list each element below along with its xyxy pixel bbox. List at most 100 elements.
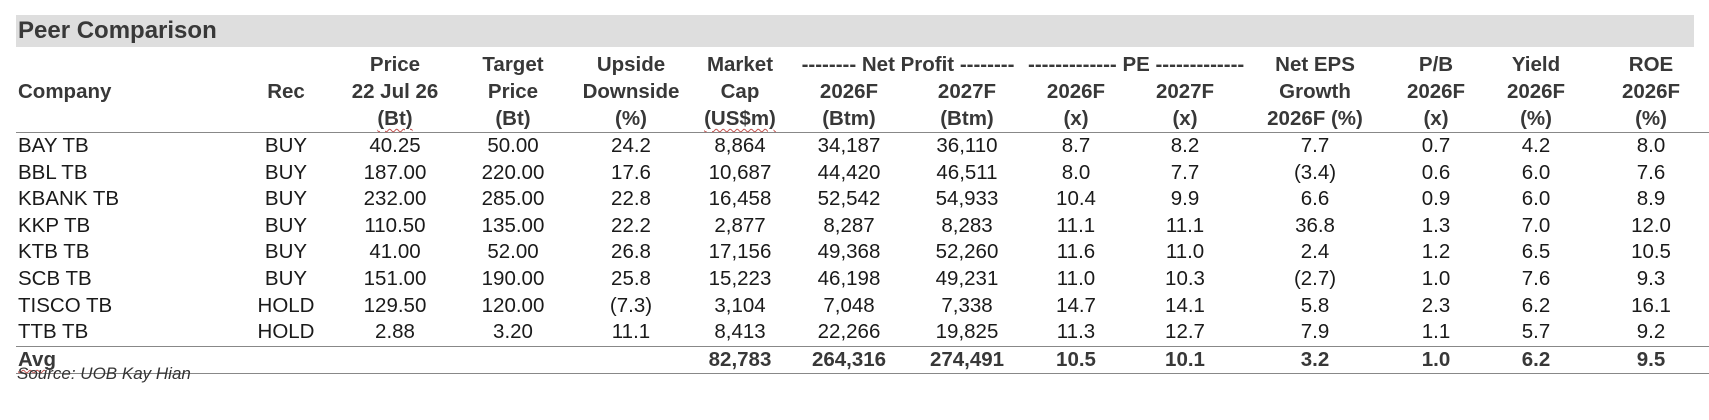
pb-cell: 1.3	[1421, 213, 1451, 237]
pe-2027-cell: 10.3	[1165, 266, 1205, 290]
header-cell	[16, 105, 236, 133]
pe-2026-cell: 11.6	[1056, 240, 1096, 264]
header-cell	[16, 51, 236, 78]
price-cell: 151.00	[363, 266, 427, 290]
price-cell: 110.50	[364, 213, 426, 237]
header-group-net-profit: -------- Net Profit --------	[801, 53, 1015, 76]
yield-cell: 6.0	[1521, 187, 1551, 211]
roe-cell: 8.0	[1636, 134, 1666, 157]
target-price-cell: 135.00	[481, 213, 545, 237]
pb-cell: 0.6	[1421, 160, 1451, 184]
table-row: SCB TB BUY 151.00 190.00 25.8 15,223 46,…	[16, 266, 1709, 293]
header-yield-3: (%)	[1486, 105, 1587, 133]
net-profit-2026-cell: 49,368	[817, 240, 881, 264]
net-profit-2027-cell: 52,260	[935, 240, 999, 264]
header-mcap-2: Cap	[720, 80, 760, 103]
avg-empty-cell	[336, 345, 454, 375]
eps-growth-cell: 2.4	[1300, 240, 1330, 264]
market-cap-cell: 17,156	[708, 240, 772, 264]
header-mcap-3: (US$m)	[690, 105, 790, 133]
net-profit-2027-cell: 19,825	[935, 320, 999, 344]
eps-growth-cell: (3.4)	[1293, 160, 1337, 184]
net-profit-2026-cell: 22,266	[817, 320, 881, 344]
roe-cell: 10.5	[1631, 240, 1671, 264]
roe-cell: 16.1	[1631, 293, 1671, 317]
company-cell: TISCO TB	[18, 293, 113, 317]
roe-cell: 12.0	[1631, 213, 1671, 237]
net-profit-2027-cell: 49,231	[935, 266, 999, 290]
target-price-cell: 220.00	[481, 160, 545, 184]
net-profit-2026-cell: 46,198	[817, 266, 881, 290]
pe-2026-cell: 11.3	[1056, 320, 1096, 344]
upside-cell: 22.2	[611, 213, 651, 237]
rec-cell: HOLD	[257, 293, 315, 317]
pe-2026-cell: 8.0	[1061, 160, 1091, 184]
header-np2027-2: (Btm)	[908, 105, 1026, 133]
company-cell: SCB TB	[18, 266, 92, 290]
header-np2026-1: 2026F	[819, 80, 879, 103]
avg-pe-2027-cell: 10.1	[1126, 345, 1245, 375]
market-cap-cell: 2,877	[714, 213, 766, 237]
upside-cell: 25.8	[611, 266, 651, 290]
pb-cell: 0.9	[1421, 187, 1451, 211]
target-price-cell: 120.00	[481, 293, 545, 317]
avg-net-profit-2026-cell: 264,316	[790, 345, 908, 375]
company-cell: BBL TB	[18, 160, 88, 184]
yield-cell: 6.2	[1521, 293, 1551, 317]
avg-empty-cell	[454, 345, 572, 375]
page-title: Peer Comparison	[18, 17, 217, 44]
pb-cell: 0.7	[1421, 134, 1451, 157]
avg-pe-2026-cell: 10.5	[1026, 345, 1126, 375]
pe-2026-cell: 14.7	[1056, 293, 1096, 317]
header-price-1: Price	[369, 53, 421, 76]
company-cell: TTB TB	[18, 320, 89, 344]
roe-cell: 8.9	[1636, 187, 1666, 211]
upside-cell: 22.8	[611, 187, 651, 211]
avg-net-profit-2027-cell: 274,491	[908, 345, 1026, 375]
table-row: BAY TB BUY 40.25 50.00 24.2 8,864 34,187…	[16, 133, 1709, 160]
pe-2027-cell: 11.1	[1165, 213, 1205, 237]
average-row: Avg 82,783 264,316 274,491 10.5 10.1 3.2…	[16, 345, 1709, 375]
table-body: BAY TB BUY 40.25 50.00 24.2 8,864 34,187…	[16, 133, 1709, 375]
header-np2026-2: (Btm)	[790, 105, 908, 133]
header-upside-1: Upside	[596, 53, 666, 76]
header-row-3: (Bt) (Bt) (%) (US$m) (Btm) (Btm) (x) (x)…	[16, 105, 1709, 133]
rec-cell: BUY	[264, 160, 308, 184]
table-row: BBL TB BUY 187.00 220.00 17.6 10,687 44,…	[16, 160, 1709, 187]
avg-roe-cell: 9.5	[1586, 345, 1709, 375]
market-cap-cell: 8,864	[714, 134, 766, 157]
net-profit-2027-cell: 7,338	[941, 293, 993, 317]
eps-growth-cell: 6.6	[1300, 187, 1330, 211]
yield-cell: 5.7	[1521, 320, 1551, 344]
rec-cell: BUY	[264, 213, 308, 237]
price-cell: 232.00	[363, 187, 427, 211]
header-roe-2: 2026F	[1621, 80, 1681, 103]
eps-growth-cell: 7.7	[1300, 134, 1330, 157]
header-rec: Rec	[267, 80, 305, 103]
header-eps-3: 2026F (%)	[1244, 105, 1387, 133]
yield-cell: 4.2	[1521, 134, 1551, 157]
avg-pb-cell: 1.0	[1386, 345, 1487, 375]
price-cell: 187.00	[363, 160, 427, 184]
net-profit-2027-cell: 8,283	[941, 213, 993, 237]
upside-cell: 26.8	[611, 240, 651, 264]
avg-label: Avg	[18, 347, 56, 371]
net-profit-2027-cell: 36,110	[936, 134, 998, 157]
table-row: TISCO TB HOLD 129.50 120.00 (7.3) 3,104 …	[16, 293, 1709, 320]
header-pe2026-1: 2026F	[1046, 80, 1106, 103]
yield-cell: 6.0	[1521, 160, 1551, 184]
header-yield-1: Yield	[1511, 53, 1561, 76]
company-cell: KTB TB	[18, 240, 90, 264]
header-upside-3: (%)	[572, 105, 690, 133]
header-mcap-unit: (US$m)	[704, 107, 776, 130]
upside-cell: 17.6	[611, 160, 651, 184]
rec-cell: BUY	[264, 134, 308, 157]
pb-cell: 1.0	[1421, 266, 1451, 290]
title-bar: Peer Comparison	[16, 15, 1694, 47]
price-cell: 129.50	[363, 293, 427, 317]
avg-yield-cell: 6.2	[1486, 345, 1587, 375]
header-pb-2: 2026F	[1406, 80, 1466, 103]
eps-growth-cell: 7.9	[1300, 320, 1330, 344]
avg-market-cap-cell: 82,783	[690, 345, 790, 375]
header-pe2026-2: (x)	[1026, 105, 1126, 133]
